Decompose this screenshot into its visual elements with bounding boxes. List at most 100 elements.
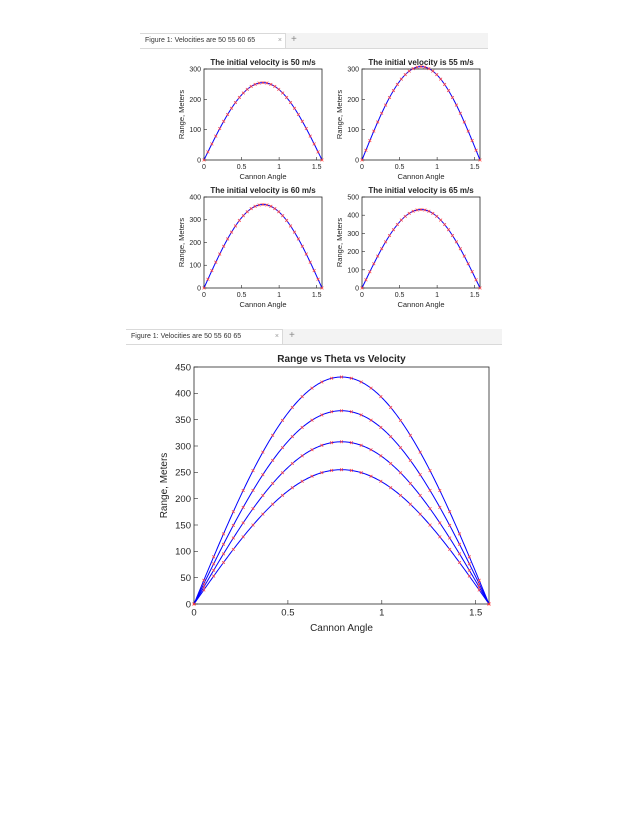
- data-point: [457, 552, 462, 556]
- chart-5: 0 0.5 1 1.5 0 50 100 150 200 250 300 350 400 450 Range…: [159, 354, 491, 634]
- marker-stroke: [408, 433, 412, 437]
- y-axis-label: Range, Meters: [159, 453, 170, 519]
- data-point: [330, 441, 334, 445]
- marker-stroke: [245, 87, 249, 91]
- data-point: [438, 488, 442, 493]
- x-tick-label: 0: [202, 164, 206, 171]
- marker-stroke: [360, 158, 364, 162]
- data-point: [212, 568, 216, 572]
- data-point: [206, 150, 210, 154]
- marker-stroke: [383, 103, 388, 107]
- marker-stroke: [458, 247, 462, 251]
- data-point: [458, 247, 462, 251]
- data-point: [442, 82, 447, 87]
- data-point: [308, 134, 312, 138]
- marker-stroke: [411, 66, 415, 71]
- marker-stroke: [308, 134, 312, 138]
- marker-stroke: [339, 375, 344, 379]
- marker-stroke: [349, 410, 353, 414]
- data-point: [395, 222, 400, 227]
- marker-stroke: [376, 254, 380, 258]
- x-tick-label: 1: [379, 608, 384, 619]
- marker-stroke: [389, 461, 393, 466]
- marker-stroke: [280, 493, 285, 497]
- marker-stroke: [407, 211, 411, 216]
- close-icon[interactable]: ×: [274, 333, 279, 340]
- data-point: [391, 228, 396, 232]
- data-point: [202, 578, 206, 582]
- data-point: [369, 418, 373, 422]
- marker-stroke: [383, 240, 388, 244]
- data-point: [360, 286, 364, 290]
- marker-stroke: [457, 552, 462, 556]
- marker-stroke: [241, 214, 245, 218]
- data-point: [261, 473, 265, 477]
- marker-stroke: [470, 138, 474, 143]
- marker-stroke: [427, 209, 431, 213]
- marker-stroke: [300, 394, 304, 399]
- marker-stroke: [368, 138, 372, 143]
- data-point: [457, 532, 462, 536]
- figure-tabbar-bottom: Figure 1: Velocities are 50 55 60 65 × +: [126, 329, 502, 345]
- marker-stroke: [403, 73, 407, 77]
- y-tick-label: 50: [180, 573, 191, 584]
- add-tab-icon[interactable]: +: [289, 330, 295, 341]
- marker-stroke: [368, 270, 372, 274]
- data-point: [364, 148, 368, 152]
- marker-stroke: [320, 158, 324, 162]
- marker-stroke: [212, 555, 216, 559]
- figure-tab-top[interactable]: Figure 1: Velocities are 50 55 60 65 ×: [140, 33, 286, 48]
- close-icon[interactable]: ×: [277, 37, 282, 44]
- data-point: [231, 547, 235, 552]
- data-point: [467, 574, 471, 578]
- marker-stroke: [330, 376, 334, 380]
- data-point: [448, 536, 452, 540]
- data-point: [428, 488, 432, 493]
- marker-stroke: [320, 470, 324, 475]
- marker-stroke: [467, 562, 471, 566]
- data-point: [284, 95, 289, 100]
- data-point: [478, 158, 482, 162]
- marker-stroke: [290, 405, 294, 410]
- series-v=65: [192, 375, 491, 606]
- series-v=50: [202, 81, 324, 162]
- marker-stroke: [257, 203, 261, 207]
- data-point: [290, 486, 294, 490]
- marker-stroke: [450, 95, 455, 100]
- marker-stroke: [339, 440, 344, 444]
- data-point: [398, 418, 403, 423]
- marker-stroke: [290, 461, 294, 466]
- y-tick-label: 350: [175, 415, 191, 426]
- plot-area: [203, 196, 323, 289]
- marker-stroke: [330, 468, 334, 473]
- marker-stroke: [281, 214, 285, 218]
- data-point: [271, 502, 275, 506]
- marker-stroke: [269, 204, 273, 208]
- marker-stroke: [296, 112, 301, 117]
- data-point: [202, 158, 206, 162]
- figure-tab-bottom[interactable]: Figure 1: Velocities are 50 55 60 65 ×: [126, 329, 283, 344]
- data-point: [310, 386, 314, 390]
- data-point: [387, 233, 392, 238]
- data-point: [261, 493, 265, 498]
- y-tick-label: 0: [355, 285, 359, 292]
- data-point: [225, 112, 230, 117]
- data-point: [229, 106, 234, 110]
- y-tick-label: 500: [347, 194, 359, 201]
- marker-stroke: [221, 532, 226, 536]
- y-tick-label: 0: [197, 157, 201, 164]
- data-point: [383, 240, 388, 244]
- marker-stroke: [411, 209, 415, 213]
- marker-stroke: [312, 142, 316, 146]
- data-point: [379, 425, 383, 430]
- data-point: [360, 158, 364, 162]
- marker-stroke: [379, 454, 383, 458]
- add-tab-icon[interactable]: +: [291, 34, 297, 45]
- marker-stroke: [231, 523, 235, 528]
- data-point: [300, 244, 304, 248]
- data-point: [320, 443, 324, 447]
- marker-stroke: [273, 84, 277, 89]
- x-tick-label: 1.5: [469, 608, 482, 619]
- data-point: [457, 560, 462, 565]
- plot-area: [193, 366, 490, 605]
